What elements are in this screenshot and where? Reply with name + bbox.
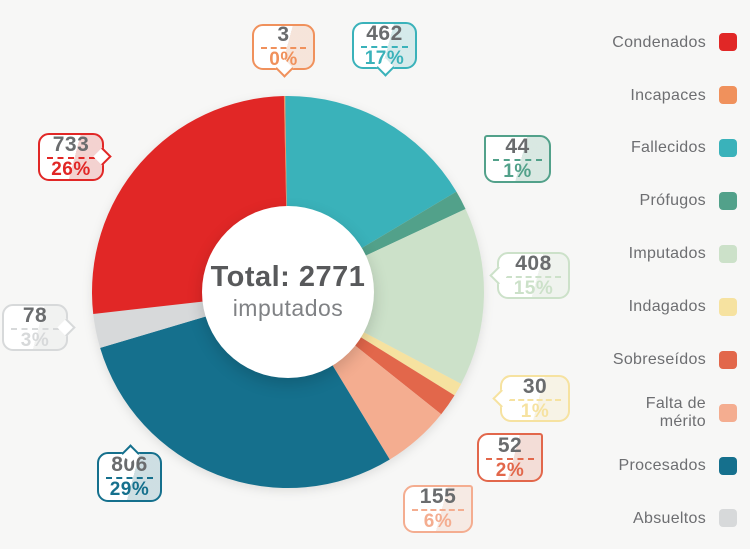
callout-profugos: 44 1% [484, 135, 551, 183]
legend-swatch [719, 139, 737, 158]
total-unit-label: imputados [232, 295, 344, 322]
legend-item-incapaces: Incapaces [537, 69, 737, 122]
legend-label: Indagados [628, 298, 706, 316]
donut-slice-procesados [100, 316, 390, 489]
callout-divider [412, 509, 464, 511]
legend-swatch [719, 456, 737, 475]
legend-label: Absueltos [633, 509, 706, 527]
legend-swatch [719, 245, 737, 263]
legend-swatch [719, 509, 737, 528]
callout-divider [506, 275, 561, 278]
callout-percent: 26% [51, 159, 91, 180]
donut-slice-falta-de-merito [332, 345, 442, 460]
legend-label: Condenados [612, 33, 706, 51]
total-label: Total: 2771 [210, 260, 366, 293]
legend-item-profugos: Prófugos [537, 175, 737, 228]
legend-label: Sobreseídos [612, 350, 706, 368]
donut-center: Total: 2771 imputados [202, 206, 374, 378]
callout-divider [106, 477, 153, 479]
callout-divider [493, 159, 542, 161]
callout-value: 44 [505, 135, 530, 158]
legend-item-falta-de-merito: Falta de mérito [537, 386, 737, 439]
legend-label: Procesados [618, 456, 706, 474]
legend-item-indagados: Indagados [537, 280, 737, 333]
callout-percent: 1% [520, 400, 550, 422]
donut-slice-imputados [363, 208, 484, 384]
legend: Condenados Incapaces Fallecidos Prófugos… [537, 16, 737, 545]
callout-absueltos: 78 3% [2, 303, 76, 351]
callout-procesados: 806 29% [97, 444, 162, 502]
callout-value: 30 [522, 374, 548, 398]
legend-label: Incapaces [630, 86, 706, 104]
legend-swatch [719, 403, 737, 422]
callout-incapaces: 3 0% [252, 23, 315, 78]
callout-divider [261, 47, 306, 49]
legend-label: Imputados [628, 245, 706, 263]
legend-swatch [719, 33, 737, 52]
callout-percent: 17% [360, 48, 409, 69]
callout-value: 78 [22, 303, 48, 327]
donut-slice-incapaces [283, 96, 287, 208]
legend-label: Prófugos [639, 192, 706, 210]
legend-swatch [719, 350, 737, 369]
callout-percent: 15% [513, 277, 554, 299]
callout-value: 52 [497, 433, 523, 457]
donut-slice-sobreseidos [354, 336, 455, 415]
donut-slice-indagados [360, 331, 462, 396]
callout-percent: 29% [109, 479, 150, 500]
legend-item-sobreseidos: Sobreseídos [537, 333, 737, 386]
callout-divider [509, 398, 561, 401]
donut-slice-condenados [91, 96, 287, 314]
callout-value: 733 [52, 133, 90, 156]
callout-percent: 3% [20, 329, 50, 351]
callout-value: 408 [515, 251, 552, 275]
legend-item-imputados: Imputados [537, 228, 737, 281]
callout-falta-de-merito: 155 6% [403, 485, 473, 533]
callout-imputados: 408 15% [489, 251, 570, 299]
callout-condenados: 733 26% [38, 133, 112, 181]
legend-item-absueltos: Absueltos [537, 492, 737, 545]
callout-value: 3 [277, 23, 290, 46]
callout-divider [47, 157, 95, 159]
callout-divider [486, 457, 534, 460]
callout-divider [11, 327, 59, 330]
callout-fallecidos: 462 17% [352, 21, 417, 77]
callout-indagados: 30 1% [492, 374, 570, 422]
legend-item-condenados: Condenados [537, 16, 737, 69]
legend-swatch [719, 192, 737, 211]
callout-percent: 2% [495, 459, 525, 481]
legend-label: Falta de mérito [645, 395, 706, 430]
callout-percent: 1% [503, 161, 532, 182]
legend-swatch [719, 297, 737, 316]
callout-value: 462 [366, 21, 403, 45]
donut-slice-absueltos [93, 301, 207, 348]
legend-swatch [719, 86, 737, 105]
legend-item-fallecidos: Fallecidos [537, 122, 737, 175]
legend-label: Fallecidos [630, 139, 706, 157]
callout-value: 155 [419, 485, 457, 508]
donut-slice-fallecidos [285, 96, 457, 249]
callout-value: 806 [111, 453, 148, 476]
donut-slice-profugos [361, 191, 466, 256]
callout-percent: 6% [423, 511, 453, 532]
legend-item-procesados: Procesados [537, 439, 737, 492]
callout-divider [361, 45, 408, 48]
callout-sobreseidos: 52 2% [477, 433, 543, 482]
